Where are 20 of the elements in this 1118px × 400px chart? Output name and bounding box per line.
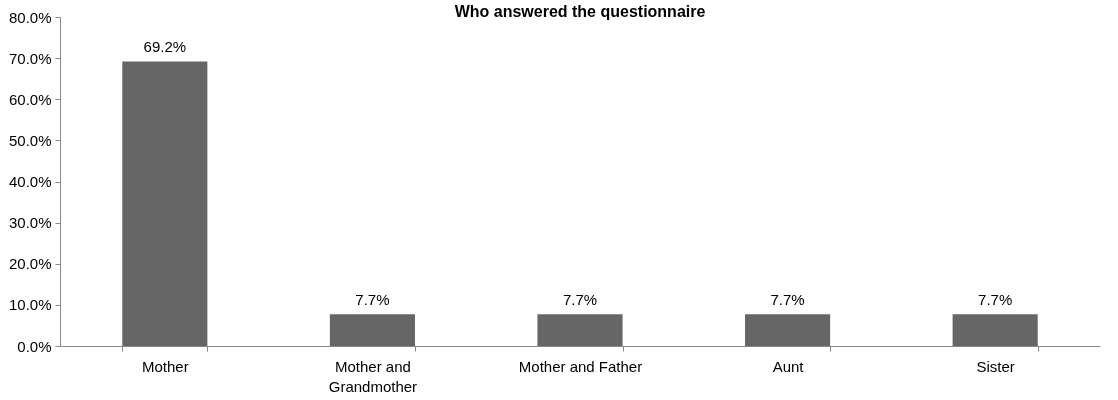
- y-tick-label: 10.0%: [8, 296, 52, 314]
- data-label: 7.7%: [562, 291, 598, 309]
- x-tick-label: Mother: [141, 357, 189, 375]
- data-label: 7.7%: [978, 291, 1013, 309]
- chart-title: Who answered the questionnaire: [454, 3, 706, 20]
- y-tick-label: 60.0%: [8, 90, 52, 108]
- y-tick-label: 80.0%: [8, 8, 52, 26]
- x-tick-label: Mother and Grandmother: [328, 357, 418, 395]
- y-tick-label: 50.0%: [8, 131, 52, 149]
- x-tick-label: Sister: [976, 357, 1015, 375]
- data-label: 7.7%: [770, 291, 805, 309]
- y-tick-label: 40.0%: [8, 173, 52, 190]
- x-tick-label: Mother and Father: [518, 357, 643, 375]
- data-label: 7.7%: [355, 291, 390, 309]
- y-tick-label: 20.0%: [8, 255, 52, 273]
- y-tick-label: 0.0%: [17, 337, 52, 355]
- x-tick-label: Aunt: [772, 357, 805, 375]
- y-tick-label: 70.0%: [8, 49, 52, 67]
- y-tick-label: 30.0%: [8, 214, 52, 232]
- data-label: 69.2%: [143, 38, 187, 56]
